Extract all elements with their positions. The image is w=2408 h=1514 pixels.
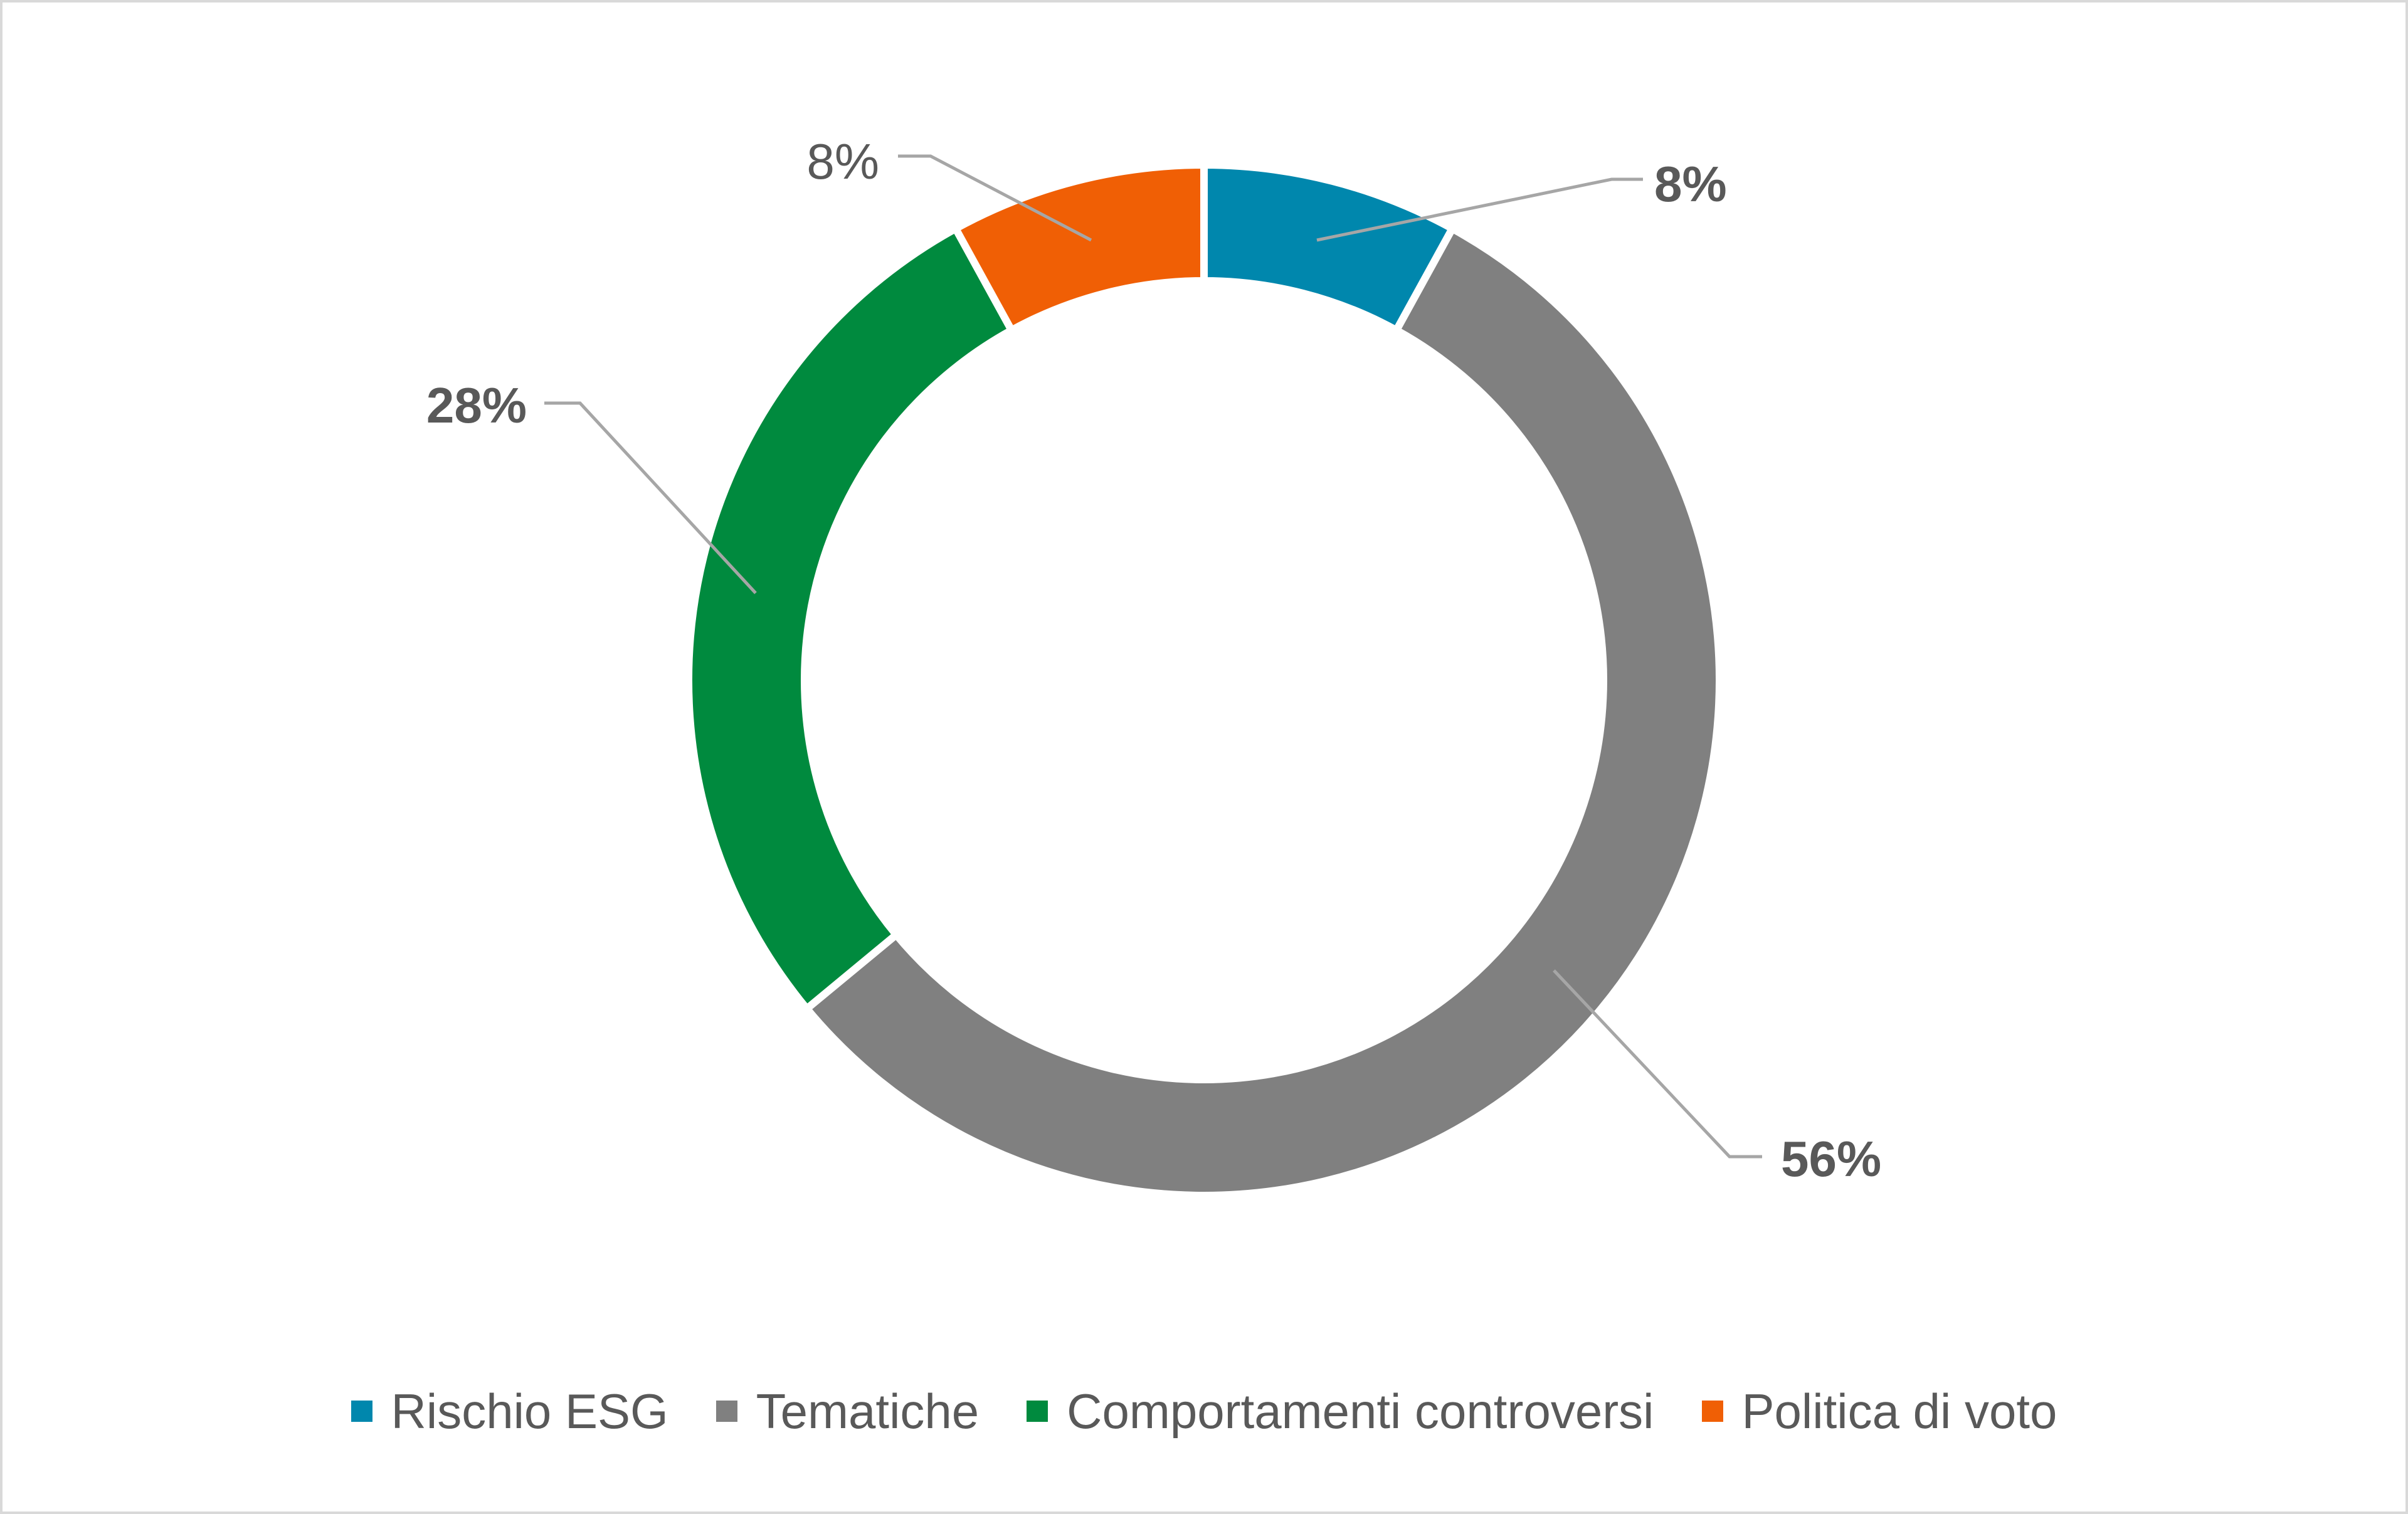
donut-slices bbox=[685, 160, 1724, 1199]
leader-lines bbox=[544, 154, 1762, 1159]
legend-label-politica-di-voto: Politica di voto bbox=[1741, 1383, 2057, 1439]
legend: Rischio ESG Tematiche Comportamenti cont… bbox=[0, 1377, 2408, 1446]
legend-item-comportamenti-controversi: Comportamenti controversi bbox=[1027, 1383, 1654, 1440]
legend-item-tematiche: Tematiche bbox=[716, 1383, 980, 1440]
slice-politica-di-voto bbox=[950, 160, 1208, 335]
leader-line-politica-di-voto bbox=[898, 154, 1092, 242]
legend-item-politica-di-voto: Politica di voto bbox=[1701, 1383, 2057, 1440]
slice-comportamenti-controversi bbox=[685, 223, 1017, 1014]
legend-swatch-comportamenti-controversi bbox=[1027, 1401, 1048, 1422]
legend-swatch-tematiche bbox=[716, 1401, 737, 1422]
data-labels: 8% 56% 28% 8% bbox=[426, 134, 1881, 1187]
leader-line-rischio-esg bbox=[1316, 177, 1643, 242]
legend-item-rischio-esg: Rischio ESG bbox=[351, 1383, 668, 1440]
data-label-politica-di-voto: 8% bbox=[806, 134, 879, 189]
data-label-comportamenti-controversi: 28% bbox=[426, 377, 527, 433]
legend-swatch-rischio-esg bbox=[351, 1401, 372, 1422]
slice-tematiche bbox=[801, 223, 1724, 1199]
data-label-rischio-esg: 8% bbox=[1654, 156, 1727, 212]
legend-label-comportamenti-controversi: Comportamenti controversi bbox=[1067, 1383, 1654, 1439]
leader-line-tematiche bbox=[1553, 969, 1762, 1159]
data-label-tematiche: 56% bbox=[1781, 1131, 1881, 1187]
leader-line-comportamenti-controversi bbox=[544, 401, 757, 594]
legend-swatch-politica-di-voto bbox=[1701, 1401, 1723, 1422]
legend-label-tematiche: Tematiche bbox=[756, 1383, 980, 1439]
legend-label-rischio-esg: Rischio ESG bbox=[391, 1383, 668, 1439]
